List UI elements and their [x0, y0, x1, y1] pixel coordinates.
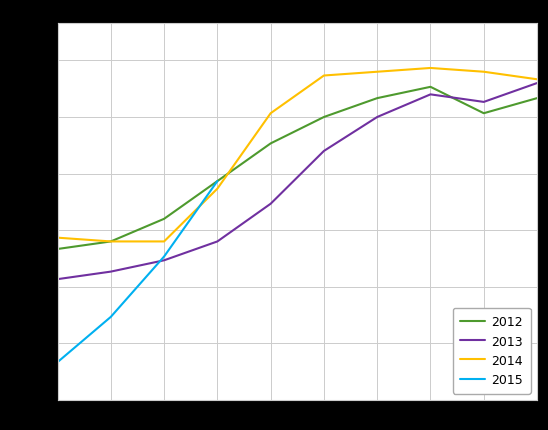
2012	[481, 111, 487, 117]
2013	[321, 149, 327, 154]
2014	[267, 111, 274, 117]
2012	[534, 96, 540, 101]
2012	[267, 141, 274, 147]
Line: 2012: 2012	[58, 88, 537, 249]
2014	[427, 66, 434, 71]
2014	[214, 187, 221, 192]
2013	[161, 258, 167, 263]
2012	[321, 115, 327, 120]
2015	[214, 179, 221, 184]
2014	[321, 74, 327, 79]
2014	[107, 239, 114, 244]
2015	[107, 315, 114, 320]
2015	[161, 255, 167, 260]
2013	[481, 100, 487, 105]
2013	[374, 115, 380, 120]
2014	[161, 239, 167, 244]
2014	[54, 236, 61, 241]
2013	[267, 202, 274, 207]
2012	[427, 85, 434, 90]
2013	[534, 81, 540, 86]
2012	[107, 239, 114, 244]
2013	[107, 269, 114, 275]
2013	[54, 277, 61, 282]
Line: 2014: 2014	[58, 69, 537, 242]
2014	[374, 70, 380, 75]
2012	[161, 217, 167, 222]
2013	[427, 92, 434, 98]
Legend: 2012, 2013, 2014, 2015: 2012, 2013, 2014, 2015	[453, 308, 531, 393]
Line: 2013: 2013	[58, 84, 537, 280]
2012	[54, 247, 61, 252]
2014	[534, 77, 540, 83]
2013	[214, 239, 221, 244]
2012	[374, 96, 380, 101]
2015	[54, 359, 61, 365]
Line: 2015: 2015	[58, 181, 218, 362]
2014	[481, 70, 487, 75]
2012	[214, 179, 221, 184]
